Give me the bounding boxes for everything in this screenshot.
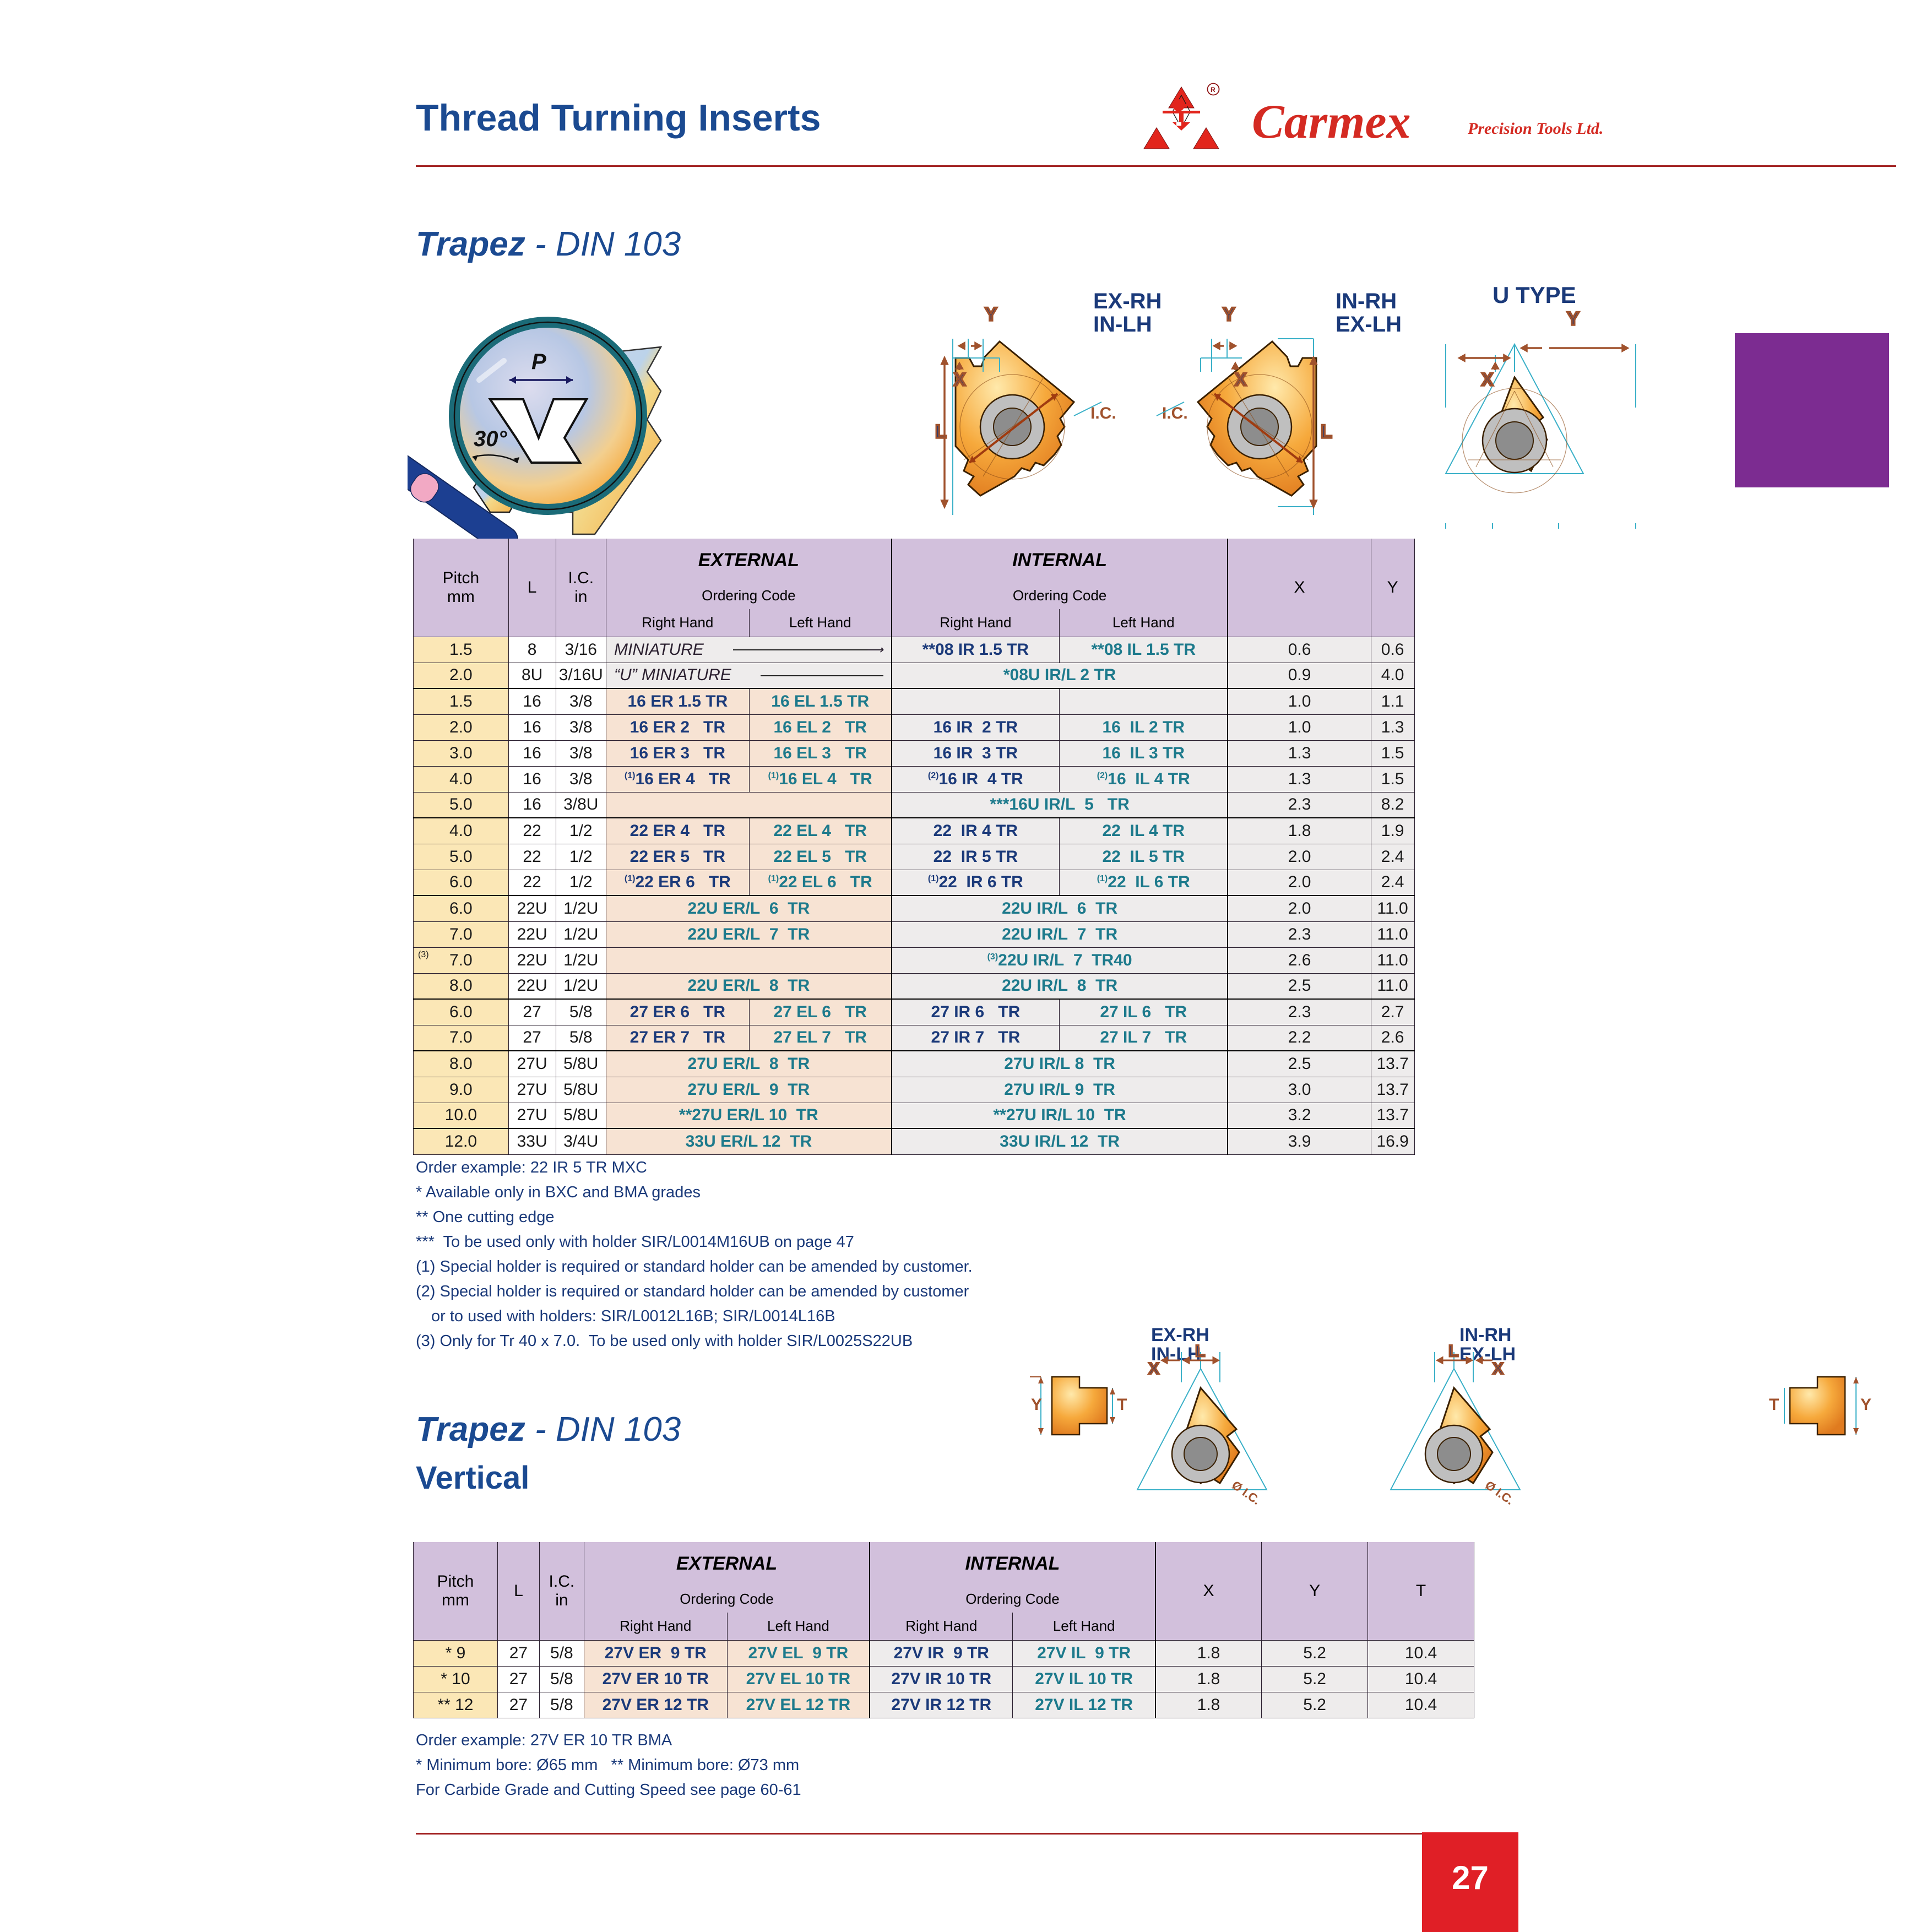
svg-text:L: L — [935, 421, 947, 442]
svg-text:X: X — [954, 370, 966, 389]
svg-text:U TYPE: U TYPE — [1493, 282, 1576, 308]
svg-text:T: T — [1117, 1396, 1127, 1414]
svg-text:X: X — [1481, 370, 1494, 389]
svg-text:EX-LH: EX-LH — [1336, 312, 1402, 337]
svg-text:X: X — [1235, 370, 1247, 389]
svg-text:Y: Y — [1031, 1396, 1042, 1414]
svg-text:EX-RH: EX-RH — [1093, 289, 1162, 313]
svg-text:I.C.: I.C. — [1090, 404, 1116, 422]
svg-text:IN-RH: IN-RH — [1336, 289, 1397, 313]
svg-text:Precision Tools Ltd.: Precision Tools Ltd. — [1467, 120, 1603, 138]
svg-text:IN-RH: IN-RH — [1459, 1325, 1511, 1345]
svg-text:Y: Y — [985, 304, 997, 325]
svg-text:L: L — [1448, 1342, 1458, 1360]
svg-text:IN-LH: IN-LH — [1093, 312, 1152, 337]
svg-text:P: P — [531, 350, 546, 374]
svg-text:Y: Y — [1567, 308, 1580, 329]
svg-text:L: L — [1195, 1342, 1205, 1360]
svg-text:Ø I.C.: Ø I.C. — [1483, 1478, 1516, 1507]
svg-text:X: X — [1148, 1360, 1159, 1378]
svg-text:T: T — [1769, 1396, 1779, 1414]
svg-text:Y: Y — [1223, 304, 1235, 325]
svg-text:X: X — [1493, 1360, 1504, 1378]
svg-text:L: L — [1321, 421, 1332, 442]
svg-text:30°: 30° — [474, 427, 507, 451]
svg-text:R: R — [1211, 86, 1215, 94]
svg-text:Carmex: Carmex — [1252, 95, 1410, 149]
svg-text:Ø I.C.: Ø I.C. — [1229, 1478, 1263, 1507]
svg-text:Y: Y — [1860, 1396, 1871, 1414]
